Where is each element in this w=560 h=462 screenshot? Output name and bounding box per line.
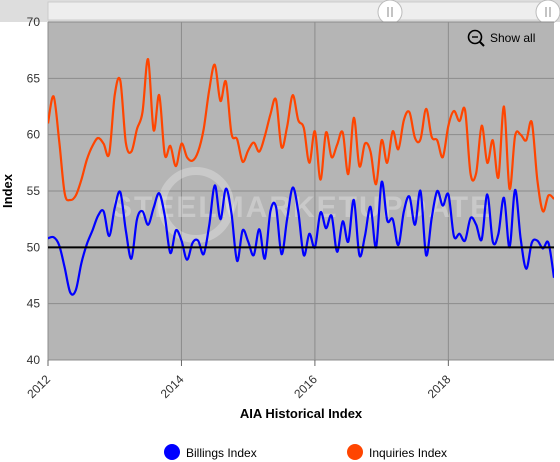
inquiries-index-line <box>48 58 554 213</box>
x-axis: 2012 2014 2016 2018 <box>24 360 454 401</box>
legend-item-billings[interactable]: Billings Index <box>164 444 257 460</box>
y-axis: 40 45 50 55 60 65 70 <box>27 15 41 367</box>
x-tick-label: 2018 <box>425 372 454 401</box>
y-tick-label: 45 <box>27 297 41 311</box>
legend-marker-inquiries <box>347 444 363 460</box>
y-tick-label: 65 <box>27 71 41 85</box>
navigator-right-handle[interactable] <box>535 0 560 25</box>
y-tick-label: 40 <box>27 353 41 367</box>
legend-item-inquiries[interactable]: Inquiries Index <box>347 444 447 460</box>
y-tick-label: 50 <box>27 240 41 254</box>
show-all-label[interactable]: Show all <box>490 31 535 45</box>
watermark-text: STEELMARKETUPDATE <box>112 191 492 224</box>
navigator-left-handle[interactable] <box>377 0 403 25</box>
y-tick-label: 60 <box>27 128 41 142</box>
zoom-out-icon <box>467 29 483 45</box>
series-layer <box>48 58 554 296</box>
zoom-out-icon-handle <box>479 41 485 47</box>
x-tick-label: 2016 <box>291 372 320 401</box>
x-tick-label: 2012 <box>24 372 53 401</box>
y-axis-title: Index <box>0 173 15 208</box>
legend-label-billings: Billings Index <box>186 446 257 460</box>
x-tick-label: 2014 <box>158 372 187 401</box>
legend-marker-billings <box>164 444 180 460</box>
navigator-range[interactable] <box>47 1 555 21</box>
x-axis-title: AIA Historical Index <box>240 406 363 421</box>
legend: Billings Index Inquiries Index <box>164 444 447 460</box>
y-tick-label: 70 <box>27 15 41 29</box>
billings-index-line <box>48 180 554 296</box>
legend-label-inquiries: Inquiries Index <box>369 446 447 460</box>
y-tick-label: 55 <box>27 184 41 198</box>
show-all-button[interactable]: Show all <box>467 29 536 47</box>
